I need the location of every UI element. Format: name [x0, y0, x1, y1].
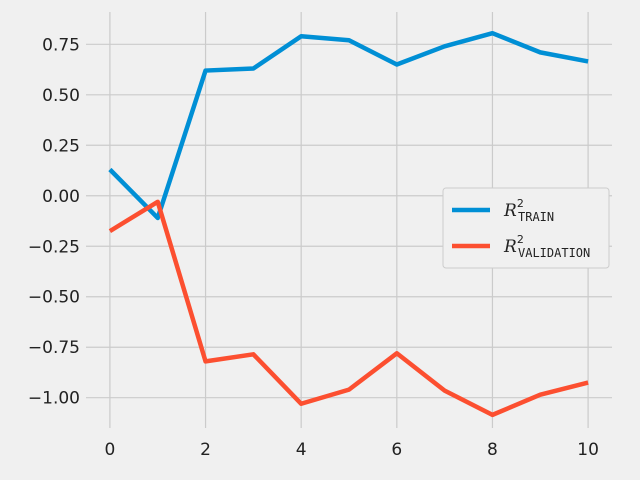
x-tick-label: 6: [391, 440, 402, 460]
x-tick-label: 0: [104, 440, 115, 460]
x-tick-label: 4: [296, 440, 307, 460]
series-lines: [108, 30, 589, 418]
y-tick-label: −0.75: [28, 338, 80, 358]
legend-label-subscript: VALIDATION: [518, 246, 590, 260]
y-tick-label: 0.50: [42, 86, 80, 106]
legend-label-main: R: [503, 237, 517, 257]
legend-label-main: R: [503, 201, 517, 221]
y-tick-label: 0.25: [42, 136, 80, 156]
legend-label-subscript: TRAIN: [518, 210, 554, 224]
legend-label: R2 TRAIN: [503, 197, 554, 224]
y-tick-label: 0.00: [42, 187, 80, 207]
legend-label-superscript: 2: [517, 233, 524, 246]
y-tick-label: −1.00: [28, 389, 80, 409]
legend-label-superscript: 2: [517, 197, 524, 210]
x-tick-label: 10: [577, 440, 599, 460]
y-axis-ticks: −1.00 −0.75 −0.50 −0.25 0.00 0.25 0.50 0.75: [28, 35, 80, 408]
legend-label: R2 VALIDATION: [503, 233, 590, 260]
y-tick-label: −0.50: [28, 288, 80, 308]
x-tick-label: 8: [487, 440, 498, 460]
y-tick-label: 0.75: [42, 35, 80, 55]
x-axis-ticks: 0 2 4 6 8 10: [104, 440, 598, 460]
y-tick-label: −0.25: [28, 237, 80, 257]
x-tick-label: 2: [200, 440, 211, 460]
